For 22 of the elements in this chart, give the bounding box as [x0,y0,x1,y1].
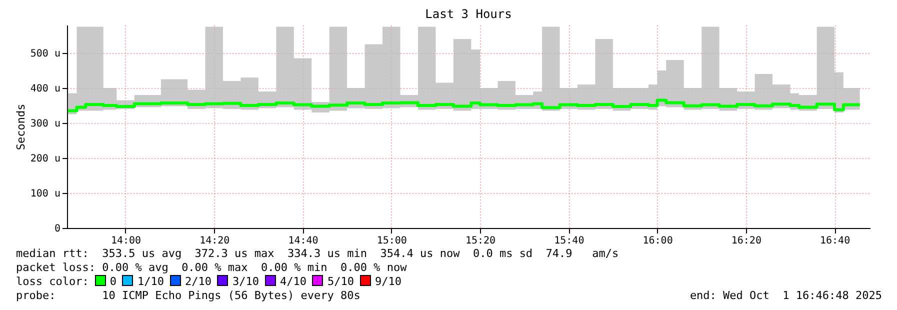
y-tick-label: 300 u [30,118,60,130]
y-tick-label: 500 u [30,48,60,60]
x-tick-label: 16:20 [731,236,762,246]
x-tick-label: 15:00 [376,236,407,246]
y-tick-label: 200 u [30,154,60,164]
text: probe: 10 ICMP Echo Pings (56 Bytes) every 80s [16,289,360,302]
x-tick-label: 15:20 [465,236,496,246]
y-tick-label: 0 [54,224,60,234]
x-tick-label: 16:00 [642,236,673,246]
text: packet loss: 0.00 % avg 0.00 % max 0.00 % min 0.00 % now [16,261,408,275]
x-tick-label: 14:20 [200,236,230,246]
text: loss color: 0 1/10 2/10 3/10 4/10 5/10 9/10 [16,275,402,288]
x-tick-label: 15:40 [554,236,584,246]
text: end: Wed Oct 1 16:46:48 2025 [690,289,882,303]
chart-title: Last 3 Hours [425,7,512,21]
text: median rtt: 353.5 us avg 372.3 us max 334.3 us min 354.4 us now 0.0 ms sd 74.9 am/s [16,247,620,261]
x-tick-label: 14:00 [110,236,142,246]
y-axis-title: Seconds [14,104,28,150]
y-tick-label: 400 u [30,84,60,94]
y-tick-label: 100 u [30,188,60,200]
x-tick-label: 14:40 [288,236,318,246]
x-tick-label: 16:40 [820,236,850,246]
